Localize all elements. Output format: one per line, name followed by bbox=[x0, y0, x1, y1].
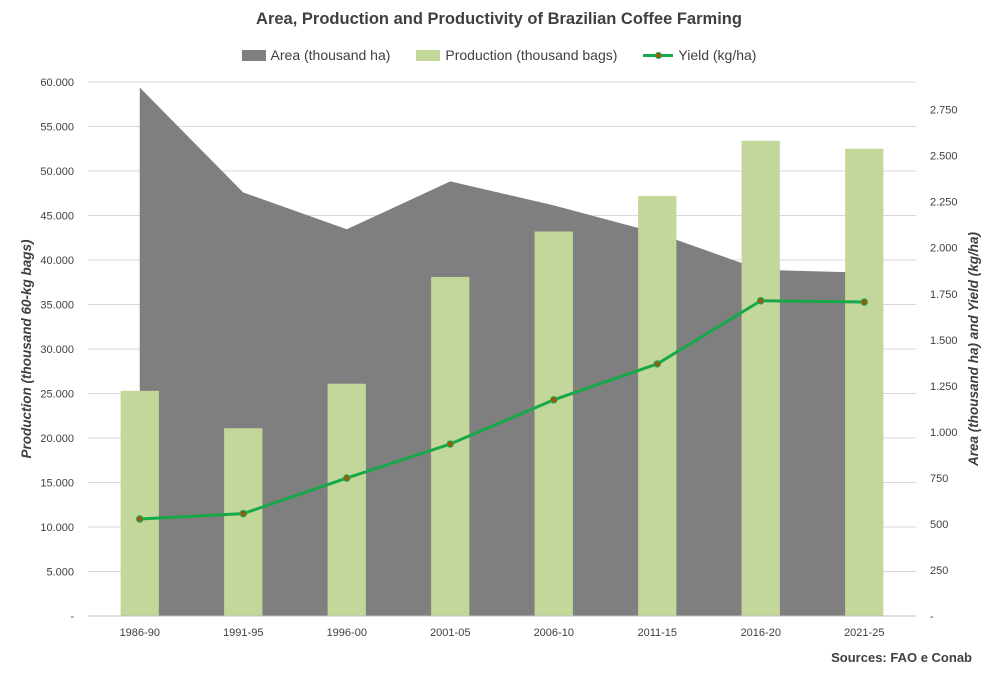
yield-point bbox=[239, 509, 247, 518]
right-tick-label: 500 bbox=[930, 519, 948, 531]
yield-point bbox=[860, 298, 868, 306]
left-tick-label: 15.000 bbox=[40, 478, 74, 490]
left-tick-label: 10.000 bbox=[40, 522, 74, 534]
left-tick-label: 5.000 bbox=[46, 567, 74, 579]
production-bars bbox=[120, 140, 884, 617]
right-tick-label: 750 bbox=[930, 473, 948, 485]
yield-line-path bbox=[139, 299, 865, 521]
left-tick-label: 45.000 bbox=[40, 211, 74, 223]
production-bar bbox=[224, 428, 263, 616]
left-tick-label: 50.000 bbox=[40, 166, 74, 178]
legend: Area (thousand ha) Production (thousand … bbox=[0, 44, 998, 66]
x-tick-label: 2001-05 bbox=[430, 627, 470, 639]
x-tick-label: 2016-20 bbox=[741, 627, 781, 639]
production-bar bbox=[120, 390, 159, 616]
left-tick-label: 60.000 bbox=[40, 77, 74, 89]
left-tick-label: 30.000 bbox=[40, 344, 74, 356]
x-tick-label: 2021-25 bbox=[844, 627, 884, 639]
yield-point bbox=[757, 297, 765, 305]
area-series bbox=[139, 87, 865, 616]
right-tick-label: 2.750 bbox=[930, 105, 958, 117]
yield-point bbox=[343, 474, 351, 482]
right-tick-label: - bbox=[930, 611, 934, 623]
production-bar bbox=[534, 231, 573, 616]
production-bar bbox=[845, 148, 884, 616]
left-tick-label: - bbox=[70, 611, 74, 623]
legend-label-production: Production (thousand bags) bbox=[445, 47, 618, 63]
area-shape bbox=[139, 87, 865, 616]
x-tick-label: 1986-90 bbox=[120, 627, 160, 639]
production-bar bbox=[741, 140, 780, 617]
x-tick-label: 2011-15 bbox=[637, 627, 677, 639]
chart-title: Area, Production and Productivity of Bra… bbox=[256, 10, 742, 28]
right-tick-label: 2.250 bbox=[930, 197, 958, 209]
yield-point bbox=[446, 440, 454, 448]
x-tick-label: 1996-00 bbox=[327, 627, 367, 639]
production-bar bbox=[638, 195, 677, 617]
legend-label-area: Area (thousand ha) bbox=[270, 47, 391, 63]
yield-line bbox=[136, 297, 868, 523]
source-note: Sources: FAO e Conab bbox=[831, 650, 972, 665]
legend-item-area: Area (thousand ha) bbox=[241, 47, 391, 63]
right-tick-label: 1.000 bbox=[930, 427, 958, 439]
legend-label-yield: Yield (kg/ha) bbox=[678, 47, 757, 63]
left-tick-label: 20.000 bbox=[40, 433, 74, 445]
legend-item-production: Production (thousand bags) bbox=[416, 47, 617, 63]
right-tick-label: 1.500 bbox=[930, 335, 958, 347]
left-tick-label: 40.000 bbox=[40, 255, 74, 267]
production-bar bbox=[327, 383, 366, 616]
left-tick-label: 25.000 bbox=[40, 389, 74, 401]
x-tick-label: 2006-10 bbox=[534, 627, 574, 639]
legend-swatch-area bbox=[241, 49, 266, 61]
right-axis-title: Area (thousand ha) and Yield (kg/ha) bbox=[966, 231, 981, 467]
yield-point bbox=[653, 360, 661, 368]
legend-swatch-yield bbox=[643, 49, 674, 61]
yield-point bbox=[550, 396, 558, 404]
right-tick-label: 2.000 bbox=[930, 243, 958, 255]
right-tick-label: 1.250 bbox=[930, 381, 958, 393]
right-tick-label: 1.750 bbox=[930, 289, 958, 301]
yield-point bbox=[136, 515, 144, 523]
left-axis-title: Production (thousand 60-kg bags) bbox=[19, 239, 34, 459]
right-tick-label: 250 bbox=[930, 565, 948, 577]
axes: - 5.000 10.000 15.000 20.000 25.000 30.000 35.0… bbox=[40, 77, 957, 639]
legend-item-yield: Yield (kg/ha) bbox=[643, 47, 756, 63]
right-tick-label: 2.500 bbox=[930, 151, 958, 163]
left-tick-label: 35.000 bbox=[40, 300, 74, 312]
legend-swatch-production bbox=[416, 49, 441, 61]
left-tick-label: 55.000 bbox=[40, 122, 74, 134]
x-tick-label: 1991-95 bbox=[223, 627, 263, 639]
